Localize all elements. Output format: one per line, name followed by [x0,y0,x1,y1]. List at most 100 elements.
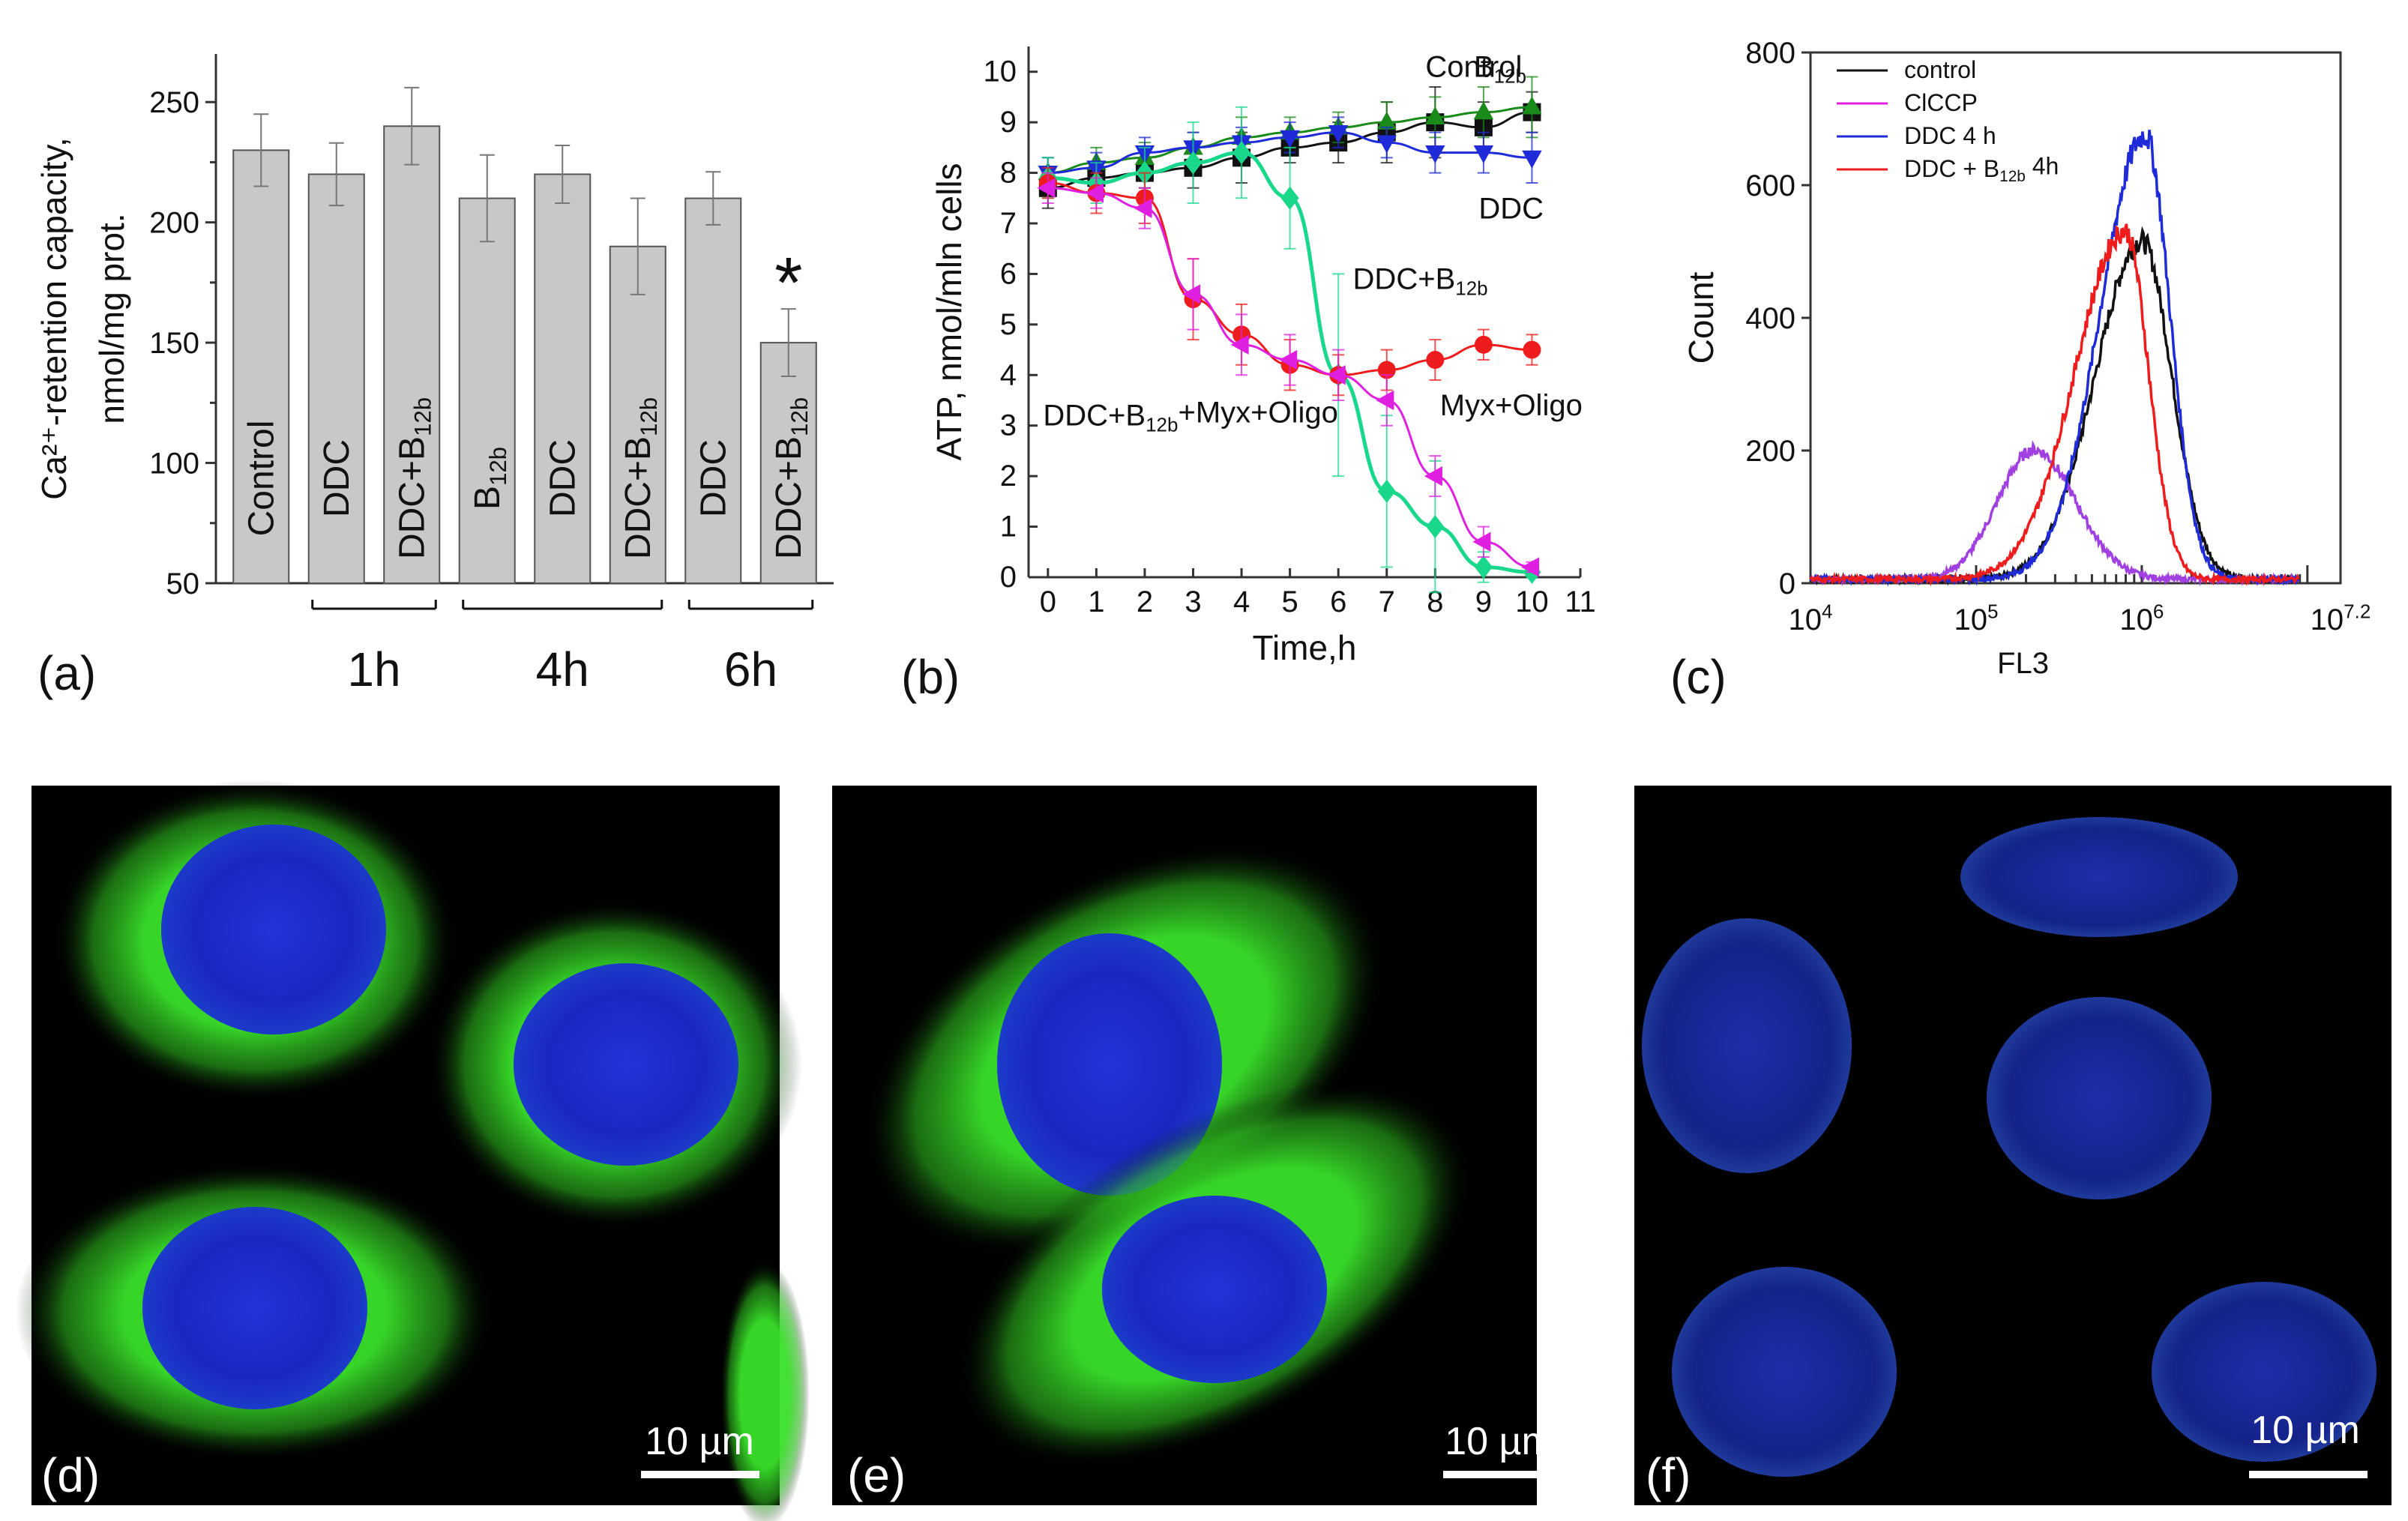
x-tick-label: 107.2 [2311,600,2371,636]
y-tick-label: 800 [1745,37,1796,70]
bar-label-sub: 12b [786,397,813,436]
data-point [1523,340,1541,359]
x-axis-title: FL3 [1997,647,2049,680]
micrograph-f: 10 µm (f) [1634,786,2392,1505]
y-axis-title: ATP, nmol/mln cells [930,163,969,460]
histogram-ddc-b12b-4h [1809,223,2300,587]
histogram-ddc-4-h [1809,130,2299,587]
legend-label-main: ClCCP [1904,89,1978,116]
x-tick-base: 10 [2119,603,2153,636]
y-tick-label: 200 [149,207,199,240]
data-point [1376,390,1394,411]
bar-label-sub: 12b [410,397,436,436]
data-point [1230,334,1249,355]
series-label: DDC [1478,192,1544,225]
data-point [1376,135,1397,154]
legend-label-suffix: 4h [2026,153,2059,180]
x-tick-label: 105 [1954,600,1998,636]
data-point [1472,531,1491,552]
y-tick-label: 4 [1000,358,1017,391]
bar-label-main: B [468,486,508,510]
scale-bar-e [1443,1471,1562,1478]
bar [684,197,742,584]
y-tick-label: 8 [1000,157,1017,190]
group-label: 4h [536,642,589,696]
y-tick-label: 250 [149,86,199,119]
bar-label: B12b [468,447,511,510]
y-tick-label: 600 [1745,169,1796,202]
bar [383,125,441,585]
y-tick-label: 1 [1000,510,1017,543]
histogram-control [1810,226,2300,586]
x-tick-base: 10 [2311,603,2344,636]
data-point [1377,479,1396,503]
bar-label-main: DDC [543,439,583,517]
bar-label: DDC [317,439,357,517]
series-label: Myx+Oligo [1440,389,1583,422]
y-tick-label: 7 [1000,207,1017,240]
x-axis-title: Time,h [1253,628,1357,667]
legend-label: DDC 4 h [1904,122,1996,149]
data-point [1376,111,1397,130]
bar [759,342,817,584]
bar-label: DDC [693,439,733,517]
x-tick-label: 9 [1475,585,1492,618]
series-label-suffix: +Myx+Oligo [1178,397,1337,430]
data-point [1182,284,1201,304]
cell-f2 [1960,817,2238,937]
x-tick-label: 7 [1379,585,1395,618]
cell-f1 [1642,918,1852,1173]
bar [307,173,365,585]
x-tick-label: 5 [1282,585,1298,618]
legend-label-main: control [1904,56,1976,83]
bar-label-sub: 12b [636,397,662,436]
x-tick-label: 8 [1427,585,1443,618]
bar-label-main: DDC [693,439,733,517]
series-label-main: DDC+B [1353,263,1456,296]
data-point [1522,150,1542,169]
data-point [1327,365,1346,385]
series-label-main: DDC+B [1043,400,1146,433]
group-label: 6h [724,642,777,696]
series-label-main: B [1474,50,1494,83]
series-label: DDC+B12b+Myx+Oligo [1043,397,1338,436]
series-label-main: Control [1425,50,1522,83]
y-axis-title-line2: nmol/mg prot. [92,213,131,424]
y-tick-label: 0 [1000,561,1017,594]
x-tick-label: 4 [1233,585,1250,618]
legend: control ClCCP DDC 4 h DDC + B12b 4h [1837,56,2059,185]
cell-f3 [1987,997,2212,1199]
legend-label-main: DDC 4 h [1904,122,1996,149]
series-label-sub: 12b [1455,277,1487,299]
y-tick-label: 100 [149,448,199,481]
x-tick-label: 11 [1565,585,1596,618]
data-point [1426,351,1445,370]
data-point [1474,335,1493,354]
histogram-clccp [1810,439,2300,587]
data-point [1522,96,1542,115]
x-tick-label: 2 [1137,585,1153,618]
bar [534,173,592,585]
data-point [1184,151,1203,175]
micrograph-e: 10 µm (e) [832,786,1562,1505]
scale-bar-f [2249,1471,2368,1478]
y-tick-label: 3 [1000,409,1017,442]
legend-label-sub: 12b [1999,168,2026,185]
cell-d2 [427,900,802,1229]
data-point [1085,183,1104,203]
x-tick-label: 104 [1789,600,1833,636]
bar [458,197,516,584]
bar-label: DDC+B12b [618,397,662,559]
data-point [1134,198,1152,218]
data-point [1328,125,1349,144]
x-tick-label: 3 [1185,585,1201,618]
micrograph-d: 10 µm (d) [15,780,810,1521]
cell-f4 [1672,1267,1897,1477]
data-point [1424,466,1442,487]
x-tick-base: 10 [1954,603,1987,636]
y-tick-label: 400 [1745,302,1796,335]
scale-bar-label-d: 10 µm [645,1420,754,1463]
